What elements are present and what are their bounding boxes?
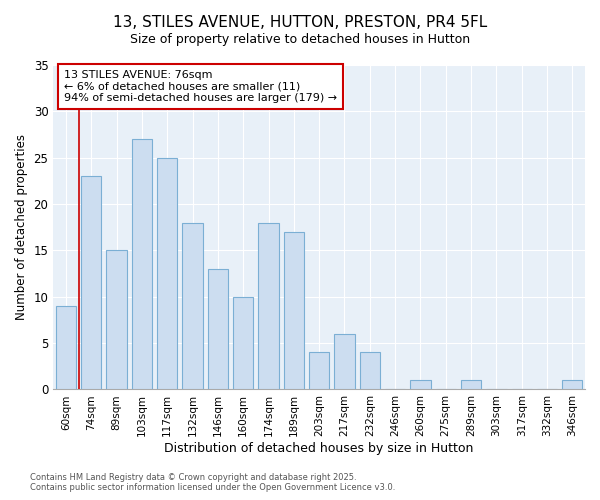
Bar [562, 380, 583, 390]
Bar [56, 306, 76, 390]
Bar [334, 334, 355, 390]
Text: 13, STILES AVENUE, HUTTON, PRESTON, PR4 5FL: 13, STILES AVENUE, HUTTON, PRESTON, PR4 … [113, 15, 487, 30]
Text: 13 STILES AVENUE: 76sqm
← 6% of detached houses are smaller (11)
94% of semi-det: 13 STILES AVENUE: 76sqm ← 6% of detached… [64, 70, 337, 103]
Bar [233, 297, 253, 390]
Bar [259, 222, 278, 390]
Bar [81, 176, 101, 390]
Bar [208, 269, 228, 390]
Bar [132, 139, 152, 390]
Y-axis label: Number of detached properties: Number of detached properties [15, 134, 28, 320]
Bar [309, 352, 329, 390]
Bar [359, 352, 380, 390]
Bar [284, 232, 304, 390]
Bar [410, 380, 431, 390]
Text: Size of property relative to detached houses in Hutton: Size of property relative to detached ho… [130, 32, 470, 46]
Bar [157, 158, 178, 390]
X-axis label: Distribution of detached houses by size in Hutton: Distribution of detached houses by size … [164, 442, 474, 455]
Bar [106, 250, 127, 390]
Bar [182, 222, 203, 390]
Bar [461, 380, 481, 390]
Text: Contains HM Land Registry data © Crown copyright and database right 2025.
Contai: Contains HM Land Registry data © Crown c… [30, 473, 395, 492]
